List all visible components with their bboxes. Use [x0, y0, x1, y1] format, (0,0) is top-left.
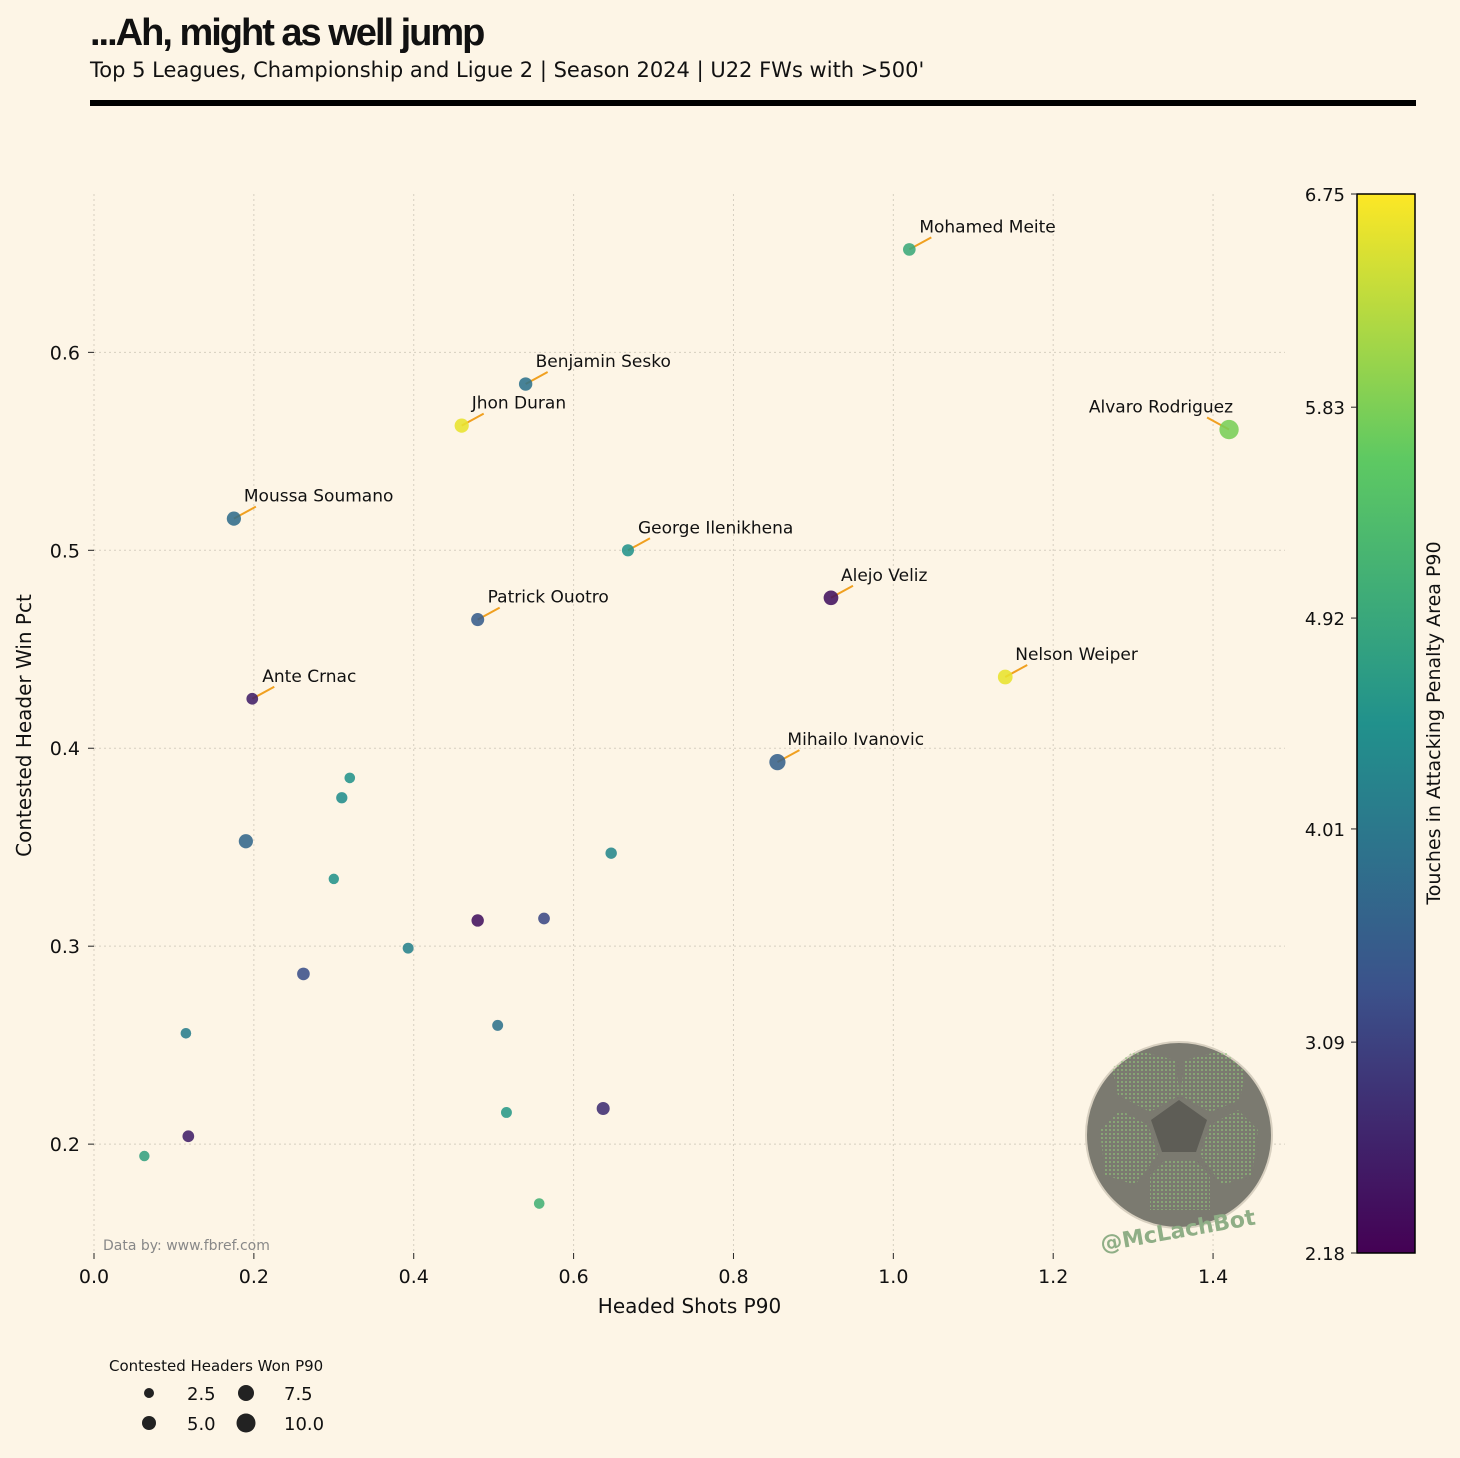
point-label: Patrick Ouotro: [488, 588, 609, 608]
x-axis-label: Headed Shots P90: [598, 1294, 781, 1318]
colorbar-label: Touches in Attacking Penalty Area P90: [1423, 541, 1445, 905]
data-point: [139, 1150, 150, 1162]
data-point: [769, 754, 786, 771]
point-label: Mihailo Ivanovic: [787, 730, 924, 750]
axes: 0.0 0.2 0.4 0.6 0.8 1.0 1.2 1.4 0.2 0.3 0.4 0.5 0.6 H…: [12, 342, 1228, 1318]
point-label: Alejo Veliz: [841, 566, 928, 586]
colorbar-tick-label: 2.18: [1305, 1244, 1345, 1265]
data-point: [182, 1130, 195, 1143]
size-legend-marker: [236, 1413, 256, 1433]
data-point: [596, 1101, 610, 1116]
data-point: [454, 418, 469, 433]
point-label: George Ilenikhena: [638, 518, 793, 538]
point-label: Alvaro Rodriguez: [1089, 398, 1233, 418]
size-legend-label: 7.5: [284, 1384, 313, 1405]
colorbar-tick-label: 4.92: [1305, 609, 1345, 630]
title-rule: [90, 100, 1416, 106]
x-tick-label: 1.0: [878, 1266, 908, 1288]
colorbar-ticks: 2.18 3.09 4.01 4.92 5.83 6.75: [1305, 185, 1357, 1265]
x-tick-label: 1.4: [1198, 1266, 1228, 1288]
data-point: [226, 511, 241, 526]
point-label: Jhon Duran: [471, 394, 566, 414]
data-point: [336, 792, 348, 804]
size-legend-label: 2.5: [187, 1384, 216, 1405]
y-tick-label: 0.3: [50, 936, 80, 958]
data-point: [997, 669, 1013, 685]
source-note: Data by: www.fbref.com: [103, 1238, 270, 1254]
size-legend-label: 5.0: [187, 1414, 216, 1435]
data-point: [344, 772, 356, 784]
data-point: [1219, 419, 1239, 440]
colorbar-tick-label: 4.01: [1305, 820, 1345, 841]
soccer-ball-icon: [1085, 1041, 1273, 1229]
size-legend-marker: [142, 1416, 156, 1430]
y-tick-label: 0.4: [50, 738, 80, 760]
chart-subtitle: Top 5 Leagues, Championship and Ligue 2 …: [90, 58, 925, 82]
x-tick-label: 0.0: [79, 1266, 109, 1288]
colorbar-tick-label: 6.75: [1305, 185, 1345, 206]
point-label: Mohamed Meite: [919, 217, 1055, 237]
x-tick-label: 0.4: [399, 1266, 429, 1288]
x-tick-label: 0.6: [558, 1266, 588, 1288]
data-points: [139, 243, 1239, 1209]
point-labels: Mohamed Meite Benjamin Sesko Jhon Duran Alv…: [244, 217, 1233, 750]
colorbar-tick-label: 5.83: [1305, 398, 1345, 419]
data-point: [533, 1198, 545, 1209]
data-point: [471, 914, 484, 927]
x-tick-label: 1.2: [1038, 1266, 1068, 1288]
data-point: [500, 1106, 512, 1118]
data-point: [328, 873, 340, 885]
chart-title: ...Ah, might as well jump: [90, 12, 485, 54]
size-legend-label: 10.0: [284, 1414, 324, 1435]
x-tick-label: 0.8: [718, 1266, 748, 1288]
watermark: @McLachBot: [1085, 1041, 1273, 1257]
y-tick-label: 0.2: [50, 1134, 80, 1156]
colorbar: 2.18 3.09 4.01 4.92 5.83 6.75 Touches in Atta…: [1305, 185, 1445, 1265]
grid: [93, 194, 1285, 1253]
x-tick-label: 0.2: [239, 1266, 269, 1288]
data-point: [238, 834, 253, 849]
size-legend-marker: [144, 1388, 154, 1398]
data-point: [902, 243, 916, 256]
size-legend-marker: [238, 1385, 254, 1401]
data-point: [471, 613, 485, 627]
point-label: Ante Crnac: [262, 667, 356, 687]
y-tick-label: 0.6: [50, 342, 80, 364]
data-point: [621, 544, 635, 557]
point-label: Nelson Weiper: [1015, 645, 1138, 665]
data-point: [180, 1027, 192, 1039]
point-label: Benjamin Sesko: [536, 352, 671, 372]
size-legend: Contested Headers Won P90 2.5 5.0 7.5 10…: [109, 1357, 324, 1435]
data-point: [823, 590, 839, 606]
data-point: [297, 967, 310, 981]
data-point: [605, 847, 617, 859]
colorbar-tick-label: 3.09: [1305, 1033, 1345, 1054]
data-point: [538, 912, 550, 925]
y-tick-label: 0.5: [50, 540, 80, 562]
data-point: [402, 942, 414, 954]
data-point: [246, 692, 259, 705]
point-label: Moussa Soumano: [244, 487, 394, 507]
colorbar-gradient: [1356, 193, 1416, 1254]
data-point: [492, 1019, 504, 1031]
data-point: [518, 377, 533, 391]
y-axis-label: Contested Header Win Pct: [12, 594, 36, 857]
size-legend-title: Contested Headers Won P90: [109, 1357, 323, 1375]
